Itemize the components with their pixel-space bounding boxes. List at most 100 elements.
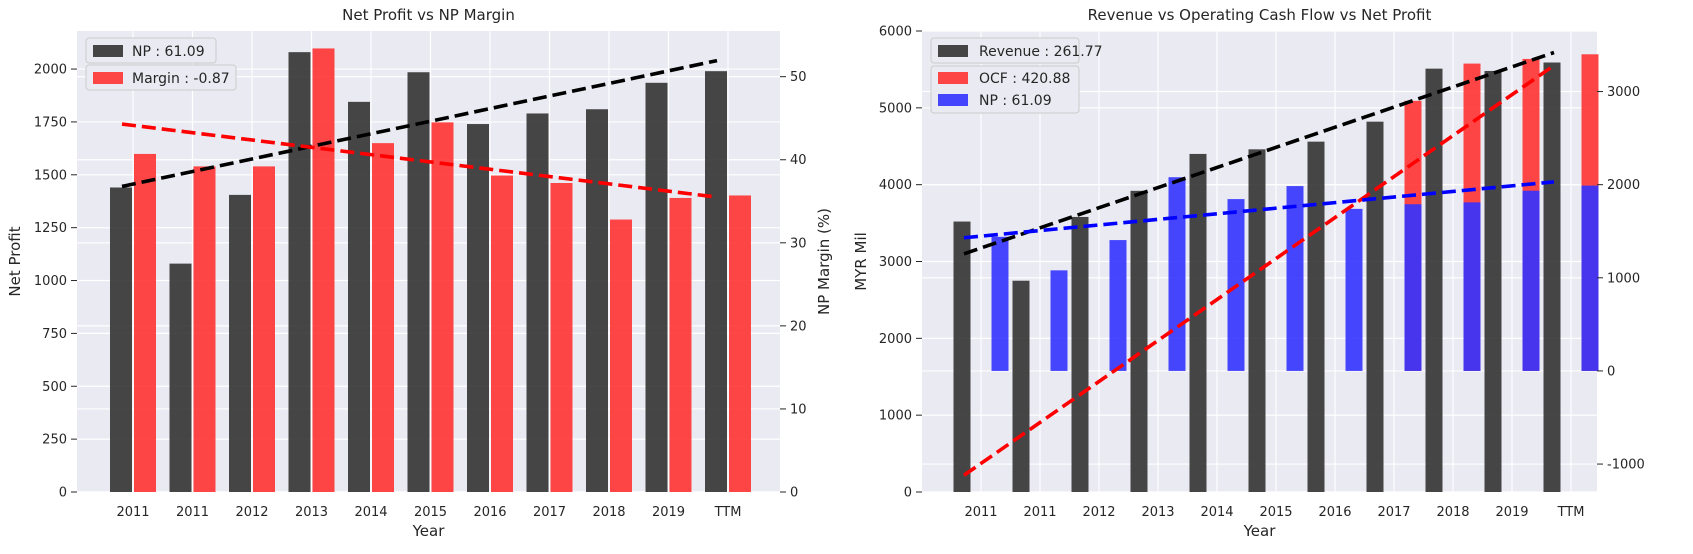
y-tick-label: 500 [42,380,67,395]
bar-1-4 [348,101,370,493]
x-tick-label: 2013 [1141,505,1174,520]
x-tick-label: 2014 [354,505,387,520]
y-tick-label: 0 [904,486,912,501]
bar-1-9 [645,82,668,492]
x-tick-label: 2011 [1023,505,1056,520]
bar-2-4 [372,143,394,492]
bar-3-0 [991,236,1009,371]
x-tick-label: 2012 [235,505,268,520]
chart-2: 0 1000 2000 3000 4000 5000 6000 -1000 0 1000 2000 3… [852,6,1645,540]
bar-1-10 [1543,62,1561,492]
bar-1-0 [953,221,971,492]
bar-1-2 [1071,216,1089,493]
legend-box-2 [85,64,237,91]
bar-2-9 [669,197,692,492]
x-tick-label: 2015 [414,505,447,520]
bar-3-9 [1522,190,1540,371]
trendline-1 [963,50,1555,256]
chart-1: 0 250 500 750 1000 1250 1500 1750 2000 0 10 20 30 40 5… [6,6,833,540]
y-tick-label: 0 [59,486,67,501]
x-tick-label: TTM [714,505,742,520]
x-tick-label: 2016 [473,505,506,520]
bar-3-10 [1581,185,1599,371]
y2-tick-label: 3000 [1607,85,1640,100]
y-tick-label: 250 [42,433,67,448]
bar-3-5 [1286,186,1304,371]
legend-swatch-3 [938,94,968,106]
bar-1-1 [169,263,192,492]
y-tick-label: 6000 [879,25,912,40]
y-axis-label: MYR Mil [852,232,870,291]
y-tick-label: 1000 [879,409,912,424]
x-tick-label: 2019 [652,505,685,520]
legend-swatch-1 [938,45,968,57]
bar-3-7 [1404,204,1422,371]
bar-2-5 [431,122,454,492]
bar-2-8 [610,219,632,492]
x-tick-label: TTM [1557,505,1585,520]
x-axis-label: Year [1243,522,1277,540]
bar-3-3 [1168,177,1186,371]
y-tick-label: 4000 [879,178,912,193]
x-tick-label: 2017 [1377,505,1410,520]
y-tick-label: 750 [42,327,67,342]
x-tick-label: 2017 [533,505,566,520]
y-tick-label: 5000 [879,101,912,116]
bar-1-3 [288,52,311,492]
bar-1-8 [1425,68,1443,493]
x-tick-label: 2016 [1318,505,1351,520]
bar-3-6 [1345,208,1363,371]
x-axis-label: Year [412,522,446,540]
trendline-3 [963,180,1555,240]
y-axis-label: Net Profit [6,226,24,296]
legend-label-3: NP : 61.09 [979,93,1052,109]
bar-3-8 [1463,202,1481,371]
y2-tick-label: 50 [790,70,807,85]
x-tick-label: 2012 [1082,505,1115,520]
legend-label-1: NP : 61.09 [132,44,205,60]
bar-2-7 [550,183,573,492]
y2-tick-label: 20 [790,319,807,334]
y2-tick-label: 1000 [1607,271,1640,286]
bar-3-1 [1050,270,1068,371]
y-tick-label: 3000 [879,255,912,270]
chart-title: Revenue vs Operating Cash Flow vs Net Pr… [1088,6,1432,24]
bar-2-6 [491,175,513,492]
bar-1-6 [1307,141,1325,492]
legend-swatch-2 [93,72,123,84]
x-tick-label: 2014 [1200,505,1233,520]
x-tick-label: 2011 [116,505,149,520]
y2-tick-label: 30 [790,236,807,251]
y-tick-label: 2000 [34,63,67,78]
bar-1-9 [1484,70,1502,492]
legend-swatch-2 [938,72,968,84]
x-tick-label: 2011 [964,505,997,520]
y-tick-label: 1500 [34,168,67,183]
bar-1-1 [1012,280,1030,492]
bar-1-10 [705,71,727,493]
bar-1-7 [526,113,549,493]
x-tick-label: 2019 [1495,505,1528,520]
legend-swatch-1 [93,45,123,57]
legend-label-2: OCF : 420.88 [979,71,1070,87]
bar-3-2 [1109,240,1127,371]
y2-tick-label: -1000 [1607,458,1645,473]
y-tick-label: 1750 [34,115,67,130]
y2-tick-label: 10 [790,402,807,417]
y2-tick-label: 40 [790,153,807,168]
x-tick-label: 2011 [176,505,209,520]
x-tick-label: 2013 [295,505,328,520]
x-tick-label: 2015 [1259,505,1292,520]
trendline-1 [121,58,718,189]
bar-2-2 [253,166,275,492]
bar-1-3 [1130,190,1148,492]
legend-label-1: Revenue : 261.77 [979,44,1103,60]
bar-2-10 [729,195,751,493]
bar-1-4 [1189,153,1207,492]
bar-1-7 [1366,121,1384,492]
y-tick-label: 1000 [34,274,67,289]
bar-1-2 [229,194,251,492]
bar-2-3 [312,48,335,493]
bar-2-0 [134,153,156,492]
